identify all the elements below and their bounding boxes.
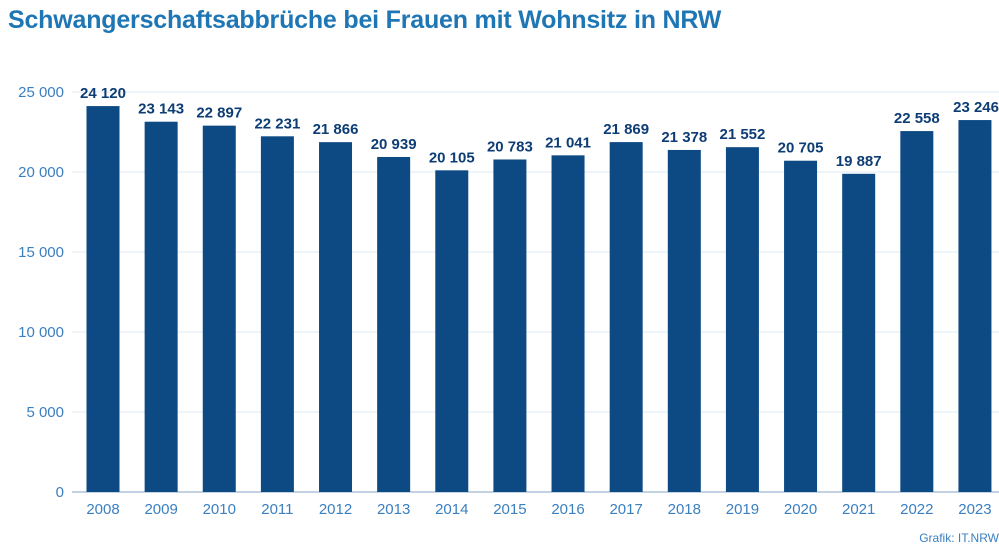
value-label-2016: 21 041	[545, 134, 591, 151]
y-tick-label: 20 000	[18, 164, 64, 181]
x-tick-label-2022: 2022	[900, 501, 933, 518]
bars	[86, 106, 992, 493]
x-tick-label-2014: 2014	[435, 501, 468, 518]
y-tick-label: 0	[56, 484, 64, 501]
bar-2019	[725, 147, 759, 492]
x-tick-label-2010: 2010	[203, 501, 236, 518]
x-tick-label-2019: 2019	[726, 501, 759, 518]
bar-2016	[551, 155, 585, 492]
value-label-2022: 22 558	[894, 110, 940, 127]
value-label-2019: 21 552	[719, 126, 765, 143]
value-label-2013: 20 939	[371, 136, 417, 153]
value-label-2020: 20 705	[778, 140, 824, 157]
value-label-2010: 22 897	[196, 105, 242, 122]
x-tick-label-2021: 2021	[842, 501, 875, 518]
bar-2010	[202, 125, 236, 492]
bar-2009	[144, 121, 178, 492]
value-label-2023: 23 246	[953, 99, 999, 116]
bar-2008	[86, 106, 120, 492]
value-label-2021: 19 887	[836, 153, 882, 170]
value-label-2017: 21 869	[603, 121, 649, 138]
value-labels: 24 120 23 143 22 897 22 231 21 866 20 939 20 1…	[80, 85, 999, 170]
bar-2013	[377, 156, 411, 492]
x-tick-label-2016: 2016	[551, 501, 584, 518]
x-tick-label-2020: 2020	[784, 501, 817, 518]
x-tick-label-2015: 2015	[493, 501, 526, 518]
bar-2011	[260, 136, 294, 492]
x-tick-label-2013: 2013	[377, 501, 410, 518]
bar-2017	[609, 142, 643, 492]
bar-2022	[900, 131, 934, 492]
value-label-2009: 23 143	[138, 101, 184, 118]
bar-2018	[667, 149, 701, 492]
x-axis-ticks: 2008 2009 2010 2011 2012 2013 2014 2015 2016 2017…	[86, 501, 991, 518]
x-tick-label-2018: 2018	[668, 501, 701, 518]
x-tick-label-2012: 2012	[319, 501, 352, 518]
value-label-2015: 20 783	[487, 138, 533, 155]
bar-2020	[784, 160, 818, 492]
x-tick-label-2008: 2008	[86, 501, 119, 518]
y-tick-label: 10 000	[18, 324, 64, 341]
x-tick-label-2011: 2011	[261, 501, 293, 518]
bar-2023	[958, 120, 992, 493]
value-label-2008: 24 120	[80, 85, 126, 102]
value-label-2014: 20 105	[429, 149, 475, 166]
x-tick-label-2009: 2009	[144, 501, 177, 518]
x-tick-label-2023: 2023	[958, 501, 991, 518]
value-label-2012: 21 866	[313, 121, 359, 138]
bar-2015	[493, 159, 527, 493]
bar-2012	[319, 142, 353, 493]
y-tick-label: 15 000	[18, 244, 64, 261]
value-label-2011: 22 231	[254, 115, 300, 132]
y-tick-label: 25 000	[18, 84, 64, 101]
value-label-2018: 21 378	[661, 129, 707, 146]
bar-2021	[842, 173, 876, 493]
bar-2014	[435, 170, 469, 492]
x-tick-label-2017: 2017	[609, 501, 642, 518]
y-tick-label: 5 000	[26, 404, 64, 421]
source-note: Grafik: IT.NRW	[919, 531, 999, 545]
y-axis-ticks: 0 5 000 10 000 15 000 20 000 25 000	[18, 84, 64, 501]
chart-title: Schwangerschaftsabbrüche bei Frauen mit …	[8, 6, 722, 34]
